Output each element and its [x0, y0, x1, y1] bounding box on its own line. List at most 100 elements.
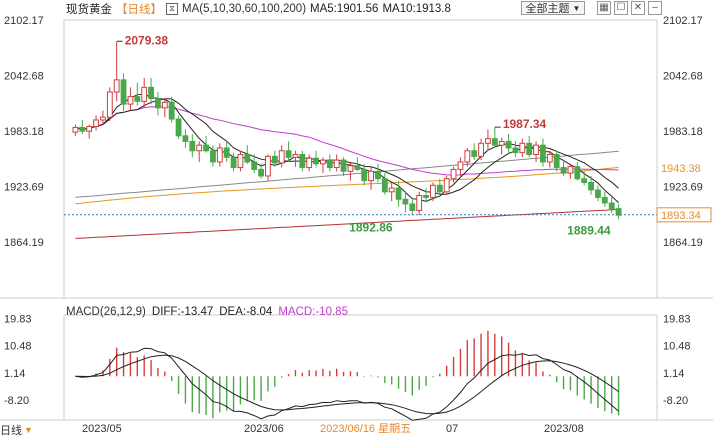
- period-label[interactable]: 【日线】: [116, 4, 162, 16]
- candle-body: [581, 178, 588, 183]
- minimize-icon[interactable]: –: [648, 1, 662, 15]
- candle-body: [141, 86, 148, 102]
- candle: [148, 77, 154, 105]
- price-tick-label-left: 1864.19: [4, 237, 44, 249]
- candle: [443, 175, 450, 195]
- ma5-value: MA5:1901.56: [310, 3, 379, 15]
- candle-body: [113, 79, 120, 93]
- candle-body: [588, 181, 594, 191]
- candle-body: [223, 147, 230, 158]
- candle-body: [595, 189, 601, 198]
- annotation-label: 2079.38: [125, 33, 169, 47]
- theme-select[interactable]: 全部主题 ▼: [521, 1, 585, 15]
- candle: [230, 152, 237, 172]
- candle-body: [106, 91, 113, 118]
- candle-body: [127, 96, 134, 105]
- macd-header: MACD(26,12,9) DIFF:-13.47 DEA:-8.04 MACD…: [66, 306, 348, 318]
- x-axis: 2023/05 2023/06 2023/06/16 星期五 07 2023/08: [82, 422, 584, 435]
- macd-tick-label-left: 19.83: [4, 313, 32, 325]
- candle-body: [72, 126, 79, 133]
- macd-tick-label-right: 1.14: [663, 368, 684, 380]
- candle-body: [313, 157, 319, 165]
- candle: [100, 110, 106, 125]
- diff-line: [75, 347, 619, 421]
- ma-params: MA(5,10,30,60,100,200): [182, 3, 307, 15]
- candle: [244, 145, 251, 164]
- ma-toggle-icon[interactable]: ⧖: [166, 3, 178, 15]
- period-tab[interactable]: 日线 ▼: [0, 422, 52, 438]
- candle-body: [519, 142, 526, 154]
- candle-body: [100, 116, 106, 121]
- candle-body: [120, 79, 127, 105]
- macd-tick-label-left: -8.20: [4, 395, 29, 407]
- macd-tick: 10.48 10.48: [4, 341, 691, 353]
- candle: [498, 137, 505, 155]
- macd-tick-label-right: -8.20: [663, 395, 688, 407]
- candle-body: [402, 198, 409, 205]
- candle: [381, 173, 388, 195]
- candle: [86, 124, 93, 139]
- candle-body: [299, 153, 306, 169]
- candle-body: [333, 159, 340, 169]
- price-tick-label-right: 2102.17: [663, 15, 703, 27]
- candle-body: [230, 156, 237, 169]
- checkbox-icon[interactable]: ☐: [614, 1, 628, 15]
- candle-body: [546, 153, 553, 163]
- price-tick: 2042.68 2042.68: [4, 70, 703, 82]
- candle: [388, 182, 395, 202]
- price-tick-label-right: 2042.68: [663, 70, 703, 82]
- candle-body: [381, 178, 388, 193]
- candle: [258, 163, 264, 179]
- candle: [375, 163, 381, 183]
- ma10-value: MA10:1913.8: [382, 3, 451, 15]
- candle: [223, 141, 230, 162]
- candle: [106, 87, 113, 121]
- candle-body: [93, 119, 99, 128]
- candle: [436, 178, 443, 195]
- candle-body: [271, 155, 278, 164]
- x-axis-label: 2023/08: [544, 423, 584, 435]
- candle-body: [443, 178, 450, 193]
- candle: [161, 98, 168, 118]
- macd-params: MACD(26,12,9): [66, 306, 146, 318]
- candle: [430, 182, 436, 202]
- candle: [333, 154, 340, 172]
- candle: [340, 157, 347, 176]
- price-tick-label-left: 2042.68: [4, 70, 44, 82]
- candle-body: [361, 168, 368, 182]
- candle-body: [388, 187, 395, 193]
- price-tick: 2102.17 2102.17: [4, 15, 703, 27]
- annotations: 1893.34 1943.38 2079.38 1987.34 1892.86 1889.…: [64, 33, 712, 237]
- macd-tick: -8.20 -8.20: [4, 395, 688, 407]
- candle-body: [189, 140, 196, 152]
- candle: [120, 73, 127, 111]
- candle-body: [244, 153, 251, 163]
- annotation-high: 2079.38: [116, 33, 169, 47]
- candle-body: [210, 150, 216, 163]
- theme-label: 全部主题: [525, 3, 570, 15]
- candle-body: [237, 153, 244, 169]
- candle: [271, 150, 278, 167]
- macd-tick-label-right: 19.83: [663, 313, 691, 325]
- candle: [320, 157, 326, 174]
- candle: [127, 87, 134, 111]
- candle-body: [416, 195, 423, 211]
- candle-body: [182, 135, 189, 142]
- instrument-name: 现货黄金: [66, 4, 112, 16]
- annotation-label: 1987.34: [503, 117, 547, 131]
- price-panel-border: [63, 19, 658, 299]
- candle-body: [526, 142, 533, 155]
- macd-value: MACD:-10.85: [278, 306, 348, 318]
- candle: [285, 141, 292, 162]
- candle: [491, 127, 498, 148]
- candle-body: [265, 155, 271, 177]
- grid-icon[interactable]: ▦: [597, 1, 611, 15]
- candle: [601, 191, 608, 207]
- candle: [416, 191, 423, 216]
- candle-body: [491, 138, 498, 146]
- candle: [478, 138, 484, 161]
- candle-body: [409, 203, 416, 211]
- candle-body: [347, 165, 354, 172]
- close-icon[interactable]: ✕: [631, 1, 645, 15]
- candle: [595, 185, 601, 202]
